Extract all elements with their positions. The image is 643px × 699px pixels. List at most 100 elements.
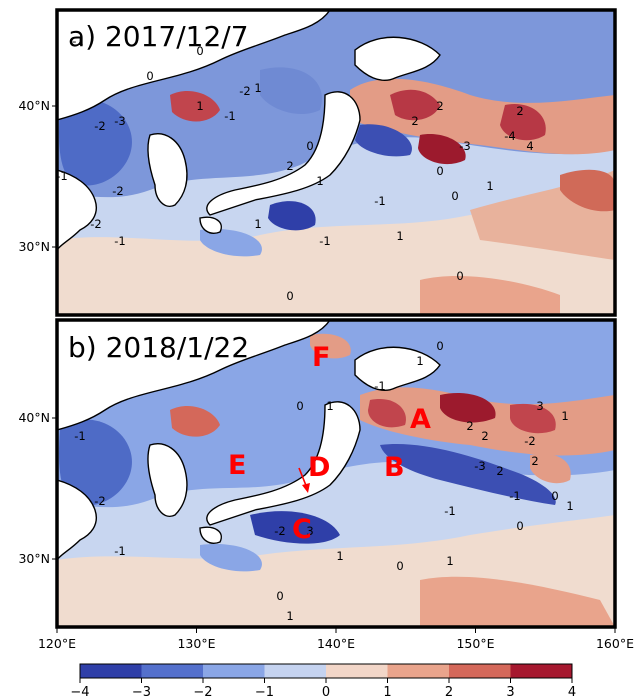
contour-label: 0 bbox=[286, 289, 293, 303]
lon-tick-120: 120°E bbox=[38, 636, 76, 651]
lon-tick-130: 130°E bbox=[177, 636, 215, 651]
colorbar-segment bbox=[449, 664, 511, 678]
contour-label: -2 bbox=[274, 524, 285, 538]
contour-label: -1 bbox=[224, 109, 235, 123]
contour-label: 0 bbox=[436, 164, 443, 178]
contour-label: 2 bbox=[286, 159, 293, 173]
contour-label: 1 bbox=[316, 174, 323, 188]
contour-label: 1 bbox=[196, 99, 203, 113]
panel-b-title: b) 2018/1/22 bbox=[68, 331, 249, 364]
colorbar-tick-label: −1 bbox=[255, 685, 274, 699]
lon-tick-140: 140°E bbox=[317, 636, 355, 651]
contour-label: 3 bbox=[536, 399, 543, 413]
contour-label: 3 bbox=[306, 524, 313, 538]
panel-a-title: a) 2017/12/7 bbox=[68, 20, 249, 53]
lat-tick-40-a: 40°N bbox=[18, 98, 50, 113]
contour-label: 0 bbox=[196, 44, 203, 58]
marker-e: E bbox=[228, 450, 246, 481]
contour-label: -1 bbox=[114, 544, 125, 558]
contour-label: 2 bbox=[531, 454, 538, 468]
lon-tick-160: 160°E bbox=[596, 636, 634, 651]
colorbar-tick-label: −3 bbox=[132, 685, 151, 699]
colorbar-segment bbox=[203, 664, 265, 678]
colorbar-tick-label: −2 bbox=[193, 685, 212, 699]
panel-a-contour-labels: -1-2 -3012-1-201-1-2012-3-40120-101-10-1-… bbox=[56, 34, 533, 303]
contour-label: 1 bbox=[326, 399, 333, 413]
contour-label: -2 bbox=[524, 434, 535, 448]
contour-label: 0 bbox=[296, 399, 303, 413]
latitude-axis: 40°N 30°N 40°N 30°N bbox=[18, 98, 57, 566]
contour-label: 0 bbox=[276, 589, 283, 603]
contour-label: 0 bbox=[146, 69, 153, 83]
contour-label: 0 bbox=[456, 269, 463, 283]
contour-label: 0 bbox=[516, 519, 523, 533]
contour-label: 0 bbox=[551, 489, 558, 503]
contour-label: -1 bbox=[114, 234, 125, 248]
colorbar-segments bbox=[80, 664, 573, 678]
lat-tick-30-a: 30°N bbox=[18, 239, 50, 254]
contour-label: 0 bbox=[396, 559, 403, 573]
lat-tick-30-b: 30°N bbox=[18, 551, 50, 566]
panel-b-land bbox=[57, 320, 441, 562]
colorbar-tick-label: −4 bbox=[70, 685, 89, 699]
colorbar-ticks: −4 −3 −2 −1 0 1 2 3 4 bbox=[70, 678, 576, 699]
contour-label: 2 bbox=[496, 464, 503, 478]
colorbar-tick-label: 0 bbox=[322, 685, 330, 699]
contour-label: -1 bbox=[74, 429, 85, 443]
contour-label: -4 bbox=[504, 129, 515, 143]
contour-label: -3 bbox=[474, 459, 485, 473]
contour-label: -1 bbox=[72, 34, 83, 48]
longitude-axis: 120°E 130°E 140°E 150°E 160°E bbox=[38, 627, 634, 651]
panel-a: -1-2 -3012-1-201-1-2012-3-40120-101-10-1-… bbox=[55, 8, 617, 317]
contour-label: 0 bbox=[436, 339, 443, 353]
contour-label: -2 bbox=[239, 84, 250, 98]
colorbar-segment bbox=[80, 664, 142, 678]
colorbar-segment bbox=[326, 664, 388, 678]
marker-f: F bbox=[312, 342, 330, 373]
contour-label: 2 bbox=[436, 99, 443, 113]
contour-label: 1 bbox=[566, 499, 573, 513]
marker-b: B bbox=[384, 452, 405, 483]
contour-label: 1 bbox=[336, 549, 343, 563]
contour-label: -1 bbox=[56, 169, 67, 183]
contour-label: 1 bbox=[446, 554, 453, 568]
contour-label: 2 bbox=[411, 114, 418, 128]
contour-label: 1 bbox=[396, 229, 403, 243]
contour-label: 1 bbox=[286, 609, 293, 623]
contour-label: -1 bbox=[374, 379, 385, 393]
marker-a: A bbox=[410, 404, 431, 435]
colorbar-segment bbox=[510, 664, 573, 678]
colorbar-segment bbox=[141, 664, 204, 678]
panel-a-frame bbox=[55, 8, 617, 317]
contour-label: 1 bbox=[416, 354, 423, 368]
contour-label: 1 bbox=[486, 179, 493, 193]
contour-label: 0 bbox=[451, 189, 458, 203]
contour-label: -2 bbox=[112, 184, 123, 198]
contour-label: -1 bbox=[444, 504, 455, 518]
contour-label: -2 bbox=[94, 494, 105, 508]
panel-a-land bbox=[57, 10, 441, 252]
contour-label: 2 bbox=[466, 419, 473, 433]
marker-c: C bbox=[292, 514, 312, 545]
contour-label: -1 bbox=[509, 489, 520, 503]
colorbar-tick-label: 4 bbox=[568, 685, 576, 699]
contour-label: 1 bbox=[254, 81, 261, 95]
contour-label: 1 bbox=[254, 217, 261, 231]
colorbar: −4 −3 −2 −1 0 1 2 3 4 bbox=[70, 663, 576, 699]
contour-label: 2 bbox=[481, 429, 488, 443]
marker-d-arrowhead bbox=[302, 483, 310, 493]
contour-label: 0 bbox=[306, 139, 313, 153]
contour-label: -1 bbox=[319, 234, 330, 248]
contour-label: 2 bbox=[516, 104, 523, 118]
lat-tick-40-b: 40°N bbox=[18, 410, 50, 425]
contour-label: -3 bbox=[114, 114, 125, 128]
marker-d: D bbox=[308, 452, 330, 483]
colorbar-segment bbox=[264, 664, 327, 678]
colorbar-segment bbox=[387, 664, 450, 678]
contour-label: 4 bbox=[526, 139, 533, 153]
colorbar-tick-label: 1 bbox=[383, 685, 391, 699]
contour-label: -2 bbox=[94, 119, 105, 133]
